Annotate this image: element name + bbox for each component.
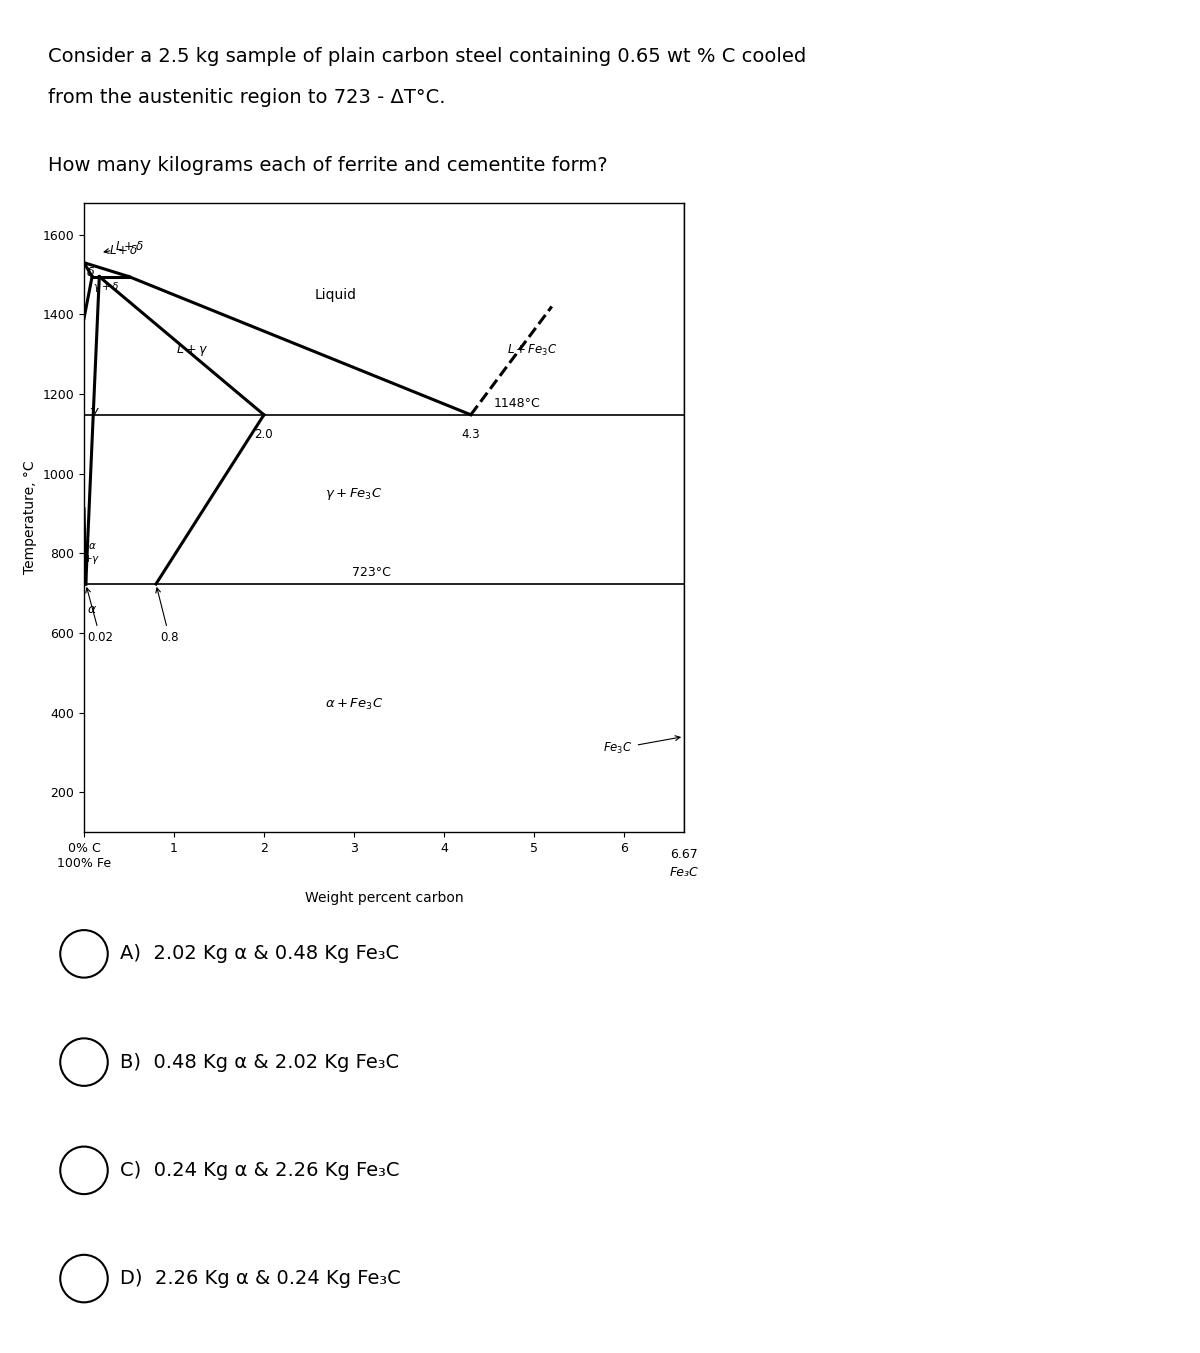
Text: 2.0: 2.0 bbox=[254, 428, 274, 441]
Text: $\alpha$: $\alpha$ bbox=[86, 602, 97, 616]
Text: 0.02: 0.02 bbox=[85, 589, 113, 644]
Y-axis label: Temperature, °C: Temperature, °C bbox=[23, 461, 37, 574]
Text: $\delta$: $\delta$ bbox=[85, 267, 95, 279]
Text: Consider a 2.5 kg sample of plain carbon steel containing 0.65 wt % C cooled: Consider a 2.5 kg sample of plain carbon… bbox=[48, 47, 806, 66]
Text: $\alpha$
$+\gamma$: $\alpha$ $+\gamma$ bbox=[84, 541, 101, 566]
Text: $\alpha + Fe_3C$: $\alpha + Fe_3C$ bbox=[325, 697, 383, 712]
Text: A)  2.02 Kg α & 0.48 Kg Fe₃C: A) 2.02 Kg α & 0.48 Kg Fe₃C bbox=[120, 944, 400, 963]
Text: 0.8: 0.8 bbox=[156, 589, 179, 644]
Text: 1148°C: 1148°C bbox=[493, 396, 540, 410]
Text: $\gamma+\delta$: $\gamma+\delta$ bbox=[92, 280, 120, 294]
Text: Liquid: Liquid bbox=[314, 288, 356, 302]
Text: B)  0.48 Kg α & 2.02 Kg Fe₃C: B) 0.48 Kg α & 2.02 Kg Fe₃C bbox=[120, 1053, 400, 1072]
Text: 4.3: 4.3 bbox=[462, 428, 480, 441]
Text: from the austenitic region to 723 - ΔT°C.: from the austenitic region to 723 - ΔT°C… bbox=[48, 88, 445, 107]
X-axis label: Weight percent carbon: Weight percent carbon bbox=[305, 890, 463, 905]
Text: $L+\delta$: $L+\delta$ bbox=[109, 245, 139, 257]
Text: $L+\delta$: $L+\delta$ bbox=[104, 241, 145, 253]
Text: How many kilograms each of ferrite and cementite form?: How many kilograms each of ferrite and c… bbox=[48, 156, 607, 175]
Text: $\gamma$: $\gamma$ bbox=[89, 406, 101, 422]
Text: D)  2.26 Kg α & 0.24 Kg Fe₃C: D) 2.26 Kg α & 0.24 Kg Fe₃C bbox=[120, 1269, 401, 1288]
Text: C)  0.24 Kg α & 2.26 Kg Fe₃C: C) 0.24 Kg α & 2.26 Kg Fe₃C bbox=[120, 1161, 400, 1180]
Text: $L+\gamma$: $L+\gamma$ bbox=[176, 342, 208, 359]
Text: 6.67: 6.67 bbox=[670, 848, 698, 861]
Text: Fe₃C: Fe₃C bbox=[670, 866, 698, 879]
Text: 723°C: 723°C bbox=[353, 567, 391, 579]
Text: $L + Fe_3C$: $L + Fe_3C$ bbox=[506, 342, 558, 357]
Text: $Fe_3C$: $Fe_3C$ bbox=[602, 736, 680, 756]
Text: $\gamma + Fe_3C$: $\gamma + Fe_3C$ bbox=[325, 486, 383, 502]
